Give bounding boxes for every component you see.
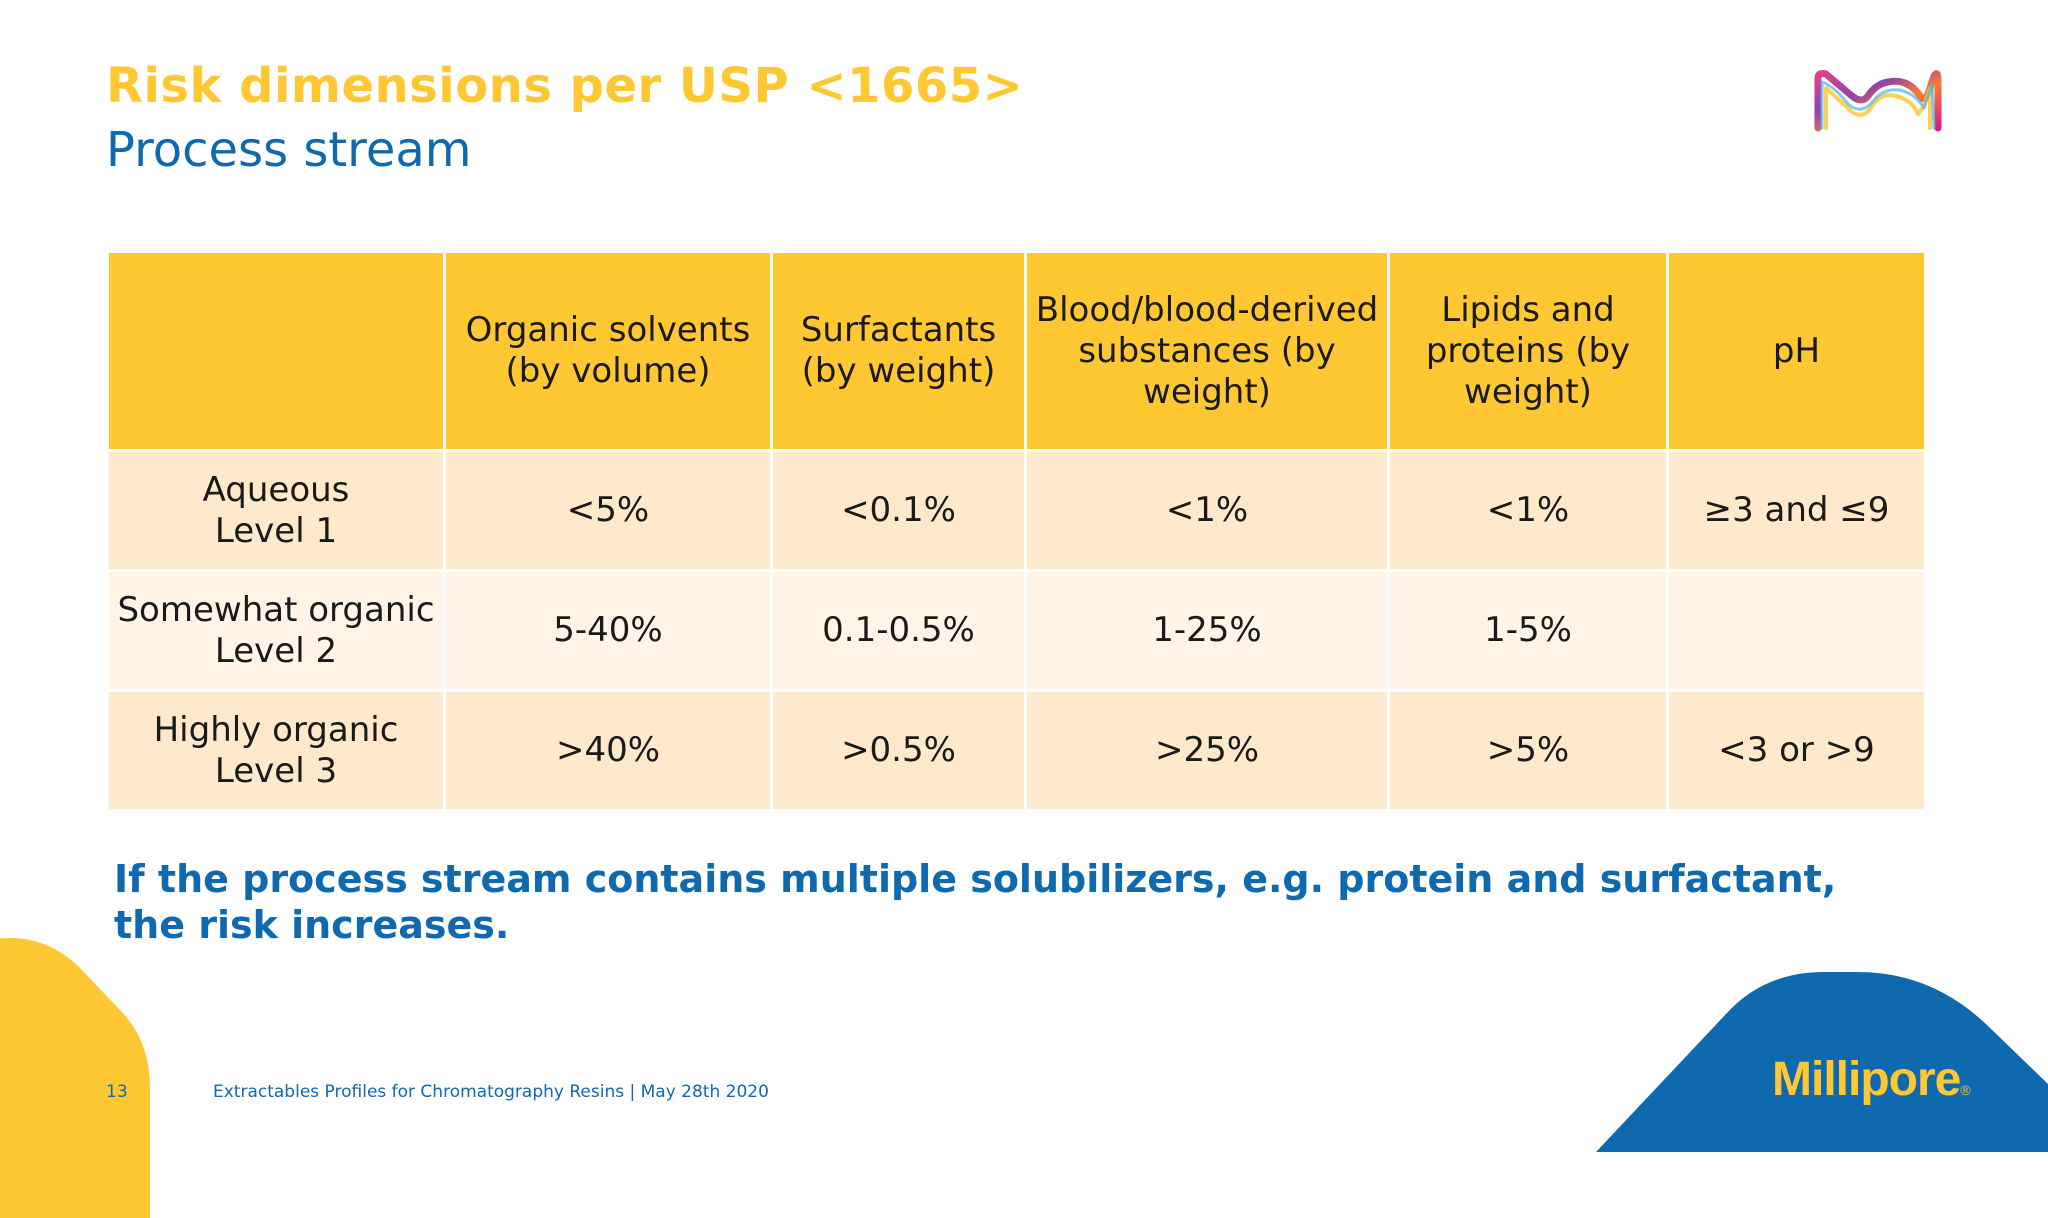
table-cell: 5-40% — [443, 569, 773, 692]
table-cell: >40% — [443, 689, 773, 812]
page-number: 13 — [106, 1082, 128, 1102]
risk-note: If the process stream contains multiple … — [114, 857, 1837, 947]
millipore-brand: Millipore® — [1772, 1052, 1971, 1107]
header-lipids-proteins: Lipids and proteins (by weight) — [1387, 250, 1669, 452]
row-label-line2: Level 1 — [214, 510, 338, 551]
blue-corner-shape — [1596, 972, 2048, 1152]
table-cell: <3 or >9 — [1666, 689, 1927, 812]
table-cell: ≥3 and ≤9 — [1666, 449, 1927, 572]
slide-title: Risk dimensions per USP <1665> — [106, 58, 1024, 114]
table-cell: <1% — [1024, 449, 1390, 572]
footer-text: Extractables Profiles for Chromatography… — [213, 1082, 769, 1102]
row-label-line2: Level 3 — [214, 750, 338, 791]
row-label-line1: Highly organic — [153, 709, 399, 750]
row-label: Highly organic Level 3 — [106, 689, 446, 812]
registered-mark: ® — [1960, 1082, 1971, 1098]
header-blood-derived: Blood/blood-derived substances (by weigh… — [1024, 250, 1390, 452]
m-logo-icon — [1814, 70, 1942, 132]
table-cell: >25% — [1024, 689, 1390, 812]
yellow-corner-shape — [0, 938, 150, 1218]
header-ph: pH — [1666, 250, 1927, 452]
row-label-line2: Level 2 — [214, 630, 338, 671]
table-cell: <1% — [1387, 449, 1669, 572]
table-row: Highly organic Level 3 >40% >0.5% >25% >… — [106, 689, 1927, 812]
row-label: Somewhat organic Level 2 — [106, 569, 446, 692]
table-row: Somewhat organic Level 2 5-40% 0.1-0.5% … — [106, 569, 1927, 692]
row-label: Aqueous Level 1 — [106, 449, 446, 572]
table-row: Aqueous Level 1 <5% <0.1% <1% <1% ≥3 and… — [106, 449, 1927, 572]
table-cell: <0.1% — [770, 449, 1027, 572]
table-cell: 1-25% — [1024, 569, 1390, 692]
table-cell: >5% — [1387, 689, 1669, 812]
slide-subtitle: Process stream — [106, 122, 472, 178]
risk-dimensions-table: Organic solvents (by volume) Surfactants… — [106, 250, 1927, 812]
header-organic-solvents: Organic solvents (by volume) — [443, 250, 773, 452]
row-label-line1: Aqueous — [202, 469, 350, 510]
brand-name: Millipore — [1772, 1053, 1961, 1106]
row-label-line1: Somewhat organic — [117, 589, 435, 630]
table-cell: 1-5% — [1387, 569, 1669, 692]
table-header-row: Organic solvents (by volume) Surfactants… — [106, 250, 1927, 452]
table-cell: >0.5% — [770, 689, 1027, 812]
header-empty-cell — [106, 250, 446, 452]
table-cell: <5% — [443, 449, 773, 572]
table-cell — [1666, 569, 1927, 692]
table-cell: 0.1-0.5% — [770, 569, 1027, 692]
header-surfactants: Surfactants (by weight) — [770, 250, 1027, 452]
